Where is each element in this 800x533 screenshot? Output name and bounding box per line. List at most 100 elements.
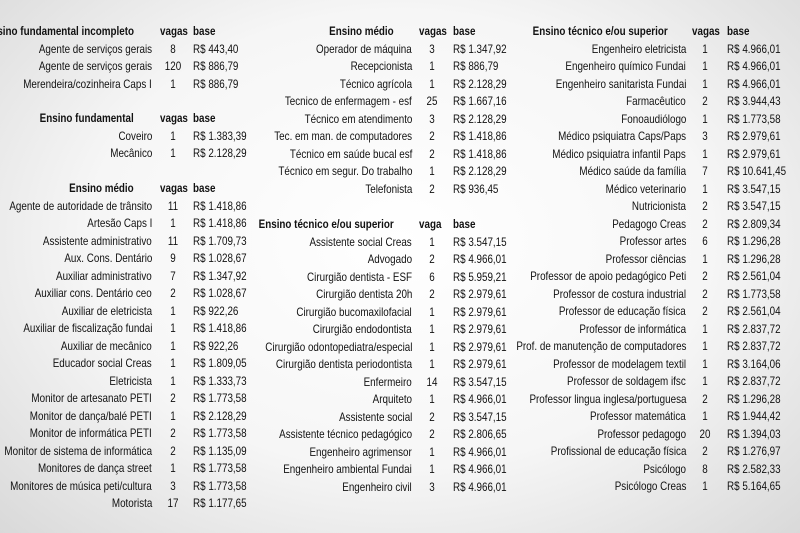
base-header: base [453, 24, 476, 38]
base-salary: R$ 1.383,39 [193, 128, 247, 143]
vagas-count: 1 [702, 41, 708, 56]
base-salary: R$ 886,79 [453, 59, 499, 73]
vagas-header: vagas [692, 24, 720, 38]
section-title: Ensino técnico e/ou superior [532, 24, 668, 38]
vagas-count: 1 [702, 356, 708, 371]
role-name: Professor de soldagem ifsc [567, 374, 686, 388]
base-salary: R$ 1.418,86 [453, 146, 507, 161]
vagas-count: 8 [170, 41, 176, 56]
role-name: Advogado [367, 252, 412, 266]
role-name: Tecnico de enfermagem - esf [285, 94, 412, 108]
base-salary: R$ 4.966,01 [727, 59, 781, 73]
vagas-count: 1 [429, 76, 435, 91]
vagas-count: 11 [167, 198, 179, 213]
role-name: Técnico em atendimento [304, 111, 412, 126]
role-name: Farmacêutico [626, 94, 686, 108]
role-name: Enfermeiro [363, 374, 412, 389]
role-name: Assistente social Creas [309, 234, 412, 249]
role-name: Monitor de sistema de informática [4, 443, 152, 458]
role-name: Nutricionista [631, 199, 686, 213]
role-name: Tec. em man. de computadores [274, 129, 412, 143]
vagas-count: 120 [164, 59, 182, 73]
vagas-count: 3 [429, 111, 435, 126]
base-salary: R$ 4.966,01 [727, 76, 781, 91]
role-name: Professor de apoio pedagógico Peti [530, 269, 686, 283]
base-header: base [193, 111, 216, 125]
role-name: Agente de autoridade de trânsito [9, 198, 152, 213]
vagas-count: 1 [170, 303, 176, 318]
role-name: Arquiteto [372, 392, 412, 406]
role-name: Cirurgião dentista periodontista [275, 357, 412, 371]
role-name: Médico veterinario [605, 181, 686, 196]
base-salary: R$ 3.547,15 [453, 409, 507, 424]
base-header: base [193, 24, 216, 38]
base-salary: R$ 2.582,33 [727, 461, 781, 476]
base-salary: R$ 2.128,29 [453, 164, 507, 178]
role-name: Assistente social [338, 409, 412, 424]
role-name: Professor pedagogo [597, 426, 686, 441]
vagas-count: 1 [702, 374, 708, 388]
base-salary: R$ 2.979,61 [453, 287, 507, 301]
base-salary: R$ 1.394,03 [727, 426, 781, 441]
base-salary: R$ 2.979,61 [453, 357, 507, 371]
role-name: Professor ciências [605, 251, 686, 266]
vagas-count: 2 [429, 427, 435, 441]
role-name: Agente de serviços gerais [38, 41, 152, 56]
vagas-count: 1 [702, 251, 708, 266]
vagas-header: vagas [419, 24, 447, 38]
vagas-count: 2 [702, 199, 708, 213]
vagas-count: 3 [429, 41, 435, 56]
base-salary: R$ 922,26 [193, 303, 239, 318]
role-name: Telefonista [364, 181, 412, 196]
role-name: Assistente administrativo [43, 233, 152, 248]
vagas-count: 1 [429, 304, 435, 319]
role-name: Técnico em saúde bucal esf [289, 146, 412, 161]
vagas-count: 2 [702, 286, 708, 301]
role-name: Engenheiro civil [342, 479, 412, 494]
role-name: Cirurgião dentista 20h [315, 287, 412, 301]
role-name: Cirurgião odontopediatra/especial [264, 339, 412, 354]
vagas-count: 1 [170, 128, 176, 143]
vagas-count: 1 [702, 76, 708, 91]
role-name: Engenheiro químico Fundai [565, 59, 686, 73]
role-name: Técnico em segur. Do trabalho [277, 164, 412, 178]
vagas-count: 6 [702, 234, 708, 248]
vagas-count: 2 [702, 269, 708, 283]
base-salary: R$ 4.966,01 [453, 252, 507, 266]
role-name: Cirurgião dentista - ESF [306, 269, 412, 284]
base-salary: R$ 2.979,61 [727, 146, 781, 161]
role-name: Mecânico [109, 146, 152, 160]
vagas-count: 2 [429, 146, 435, 161]
base-salary: R$ 1.773,58 [193, 426, 247, 440]
base-salary: R$ 2.837,72 [727, 339, 781, 353]
vagas-count: 1 [170, 146, 176, 160]
base-salary: R$ 4.966,01 [727, 41, 781, 56]
base-salary: R$ 2.561,04 [727, 304, 781, 318]
role-name: Pedagogo Creas [612, 216, 686, 231]
vagas-count: 8 [702, 461, 708, 476]
role-name: Médico psiquiatra infantil Paps [552, 146, 686, 161]
base-salary: R$ 10.641,45 [727, 164, 787, 178]
vagas-count: 11 [167, 233, 179, 248]
vagas-count: 2 [170, 391, 176, 405]
role-name: Assistente técnico pedagógico [279, 427, 412, 441]
role-name: Professor de educação física [559, 304, 686, 318]
base-salary: R$ 1.347,92 [193, 268, 247, 283]
base-salary: R$ 1.809,05 [193, 356, 247, 370]
section-title: Ensino médio [329, 24, 394, 38]
role-name: Monitor de artesanato PETI [31, 391, 152, 405]
base-salary: R$ 1.333,73 [193, 373, 247, 388]
vagas-count: 1 [429, 59, 435, 73]
vagas-count: 3 [702, 129, 708, 143]
role-name: Monitor de dança/balé PETI [30, 408, 152, 423]
role-name: Cirurgião bucomaxilofacial [296, 304, 412, 319]
vagas-count: 1 [429, 462, 435, 476]
base-salary: R$ 1.296,28 [727, 391, 781, 406]
vagas-count: 1 [702, 146, 708, 161]
vagas-header: vagas [160, 24, 188, 38]
role-name: Educador social Creas [52, 356, 152, 370]
base-salary: R$ 1.773,58 [193, 461, 247, 475]
role-name: Auxiliar de eletricista [61, 303, 152, 318]
role-name: Motorista [111, 496, 152, 510]
